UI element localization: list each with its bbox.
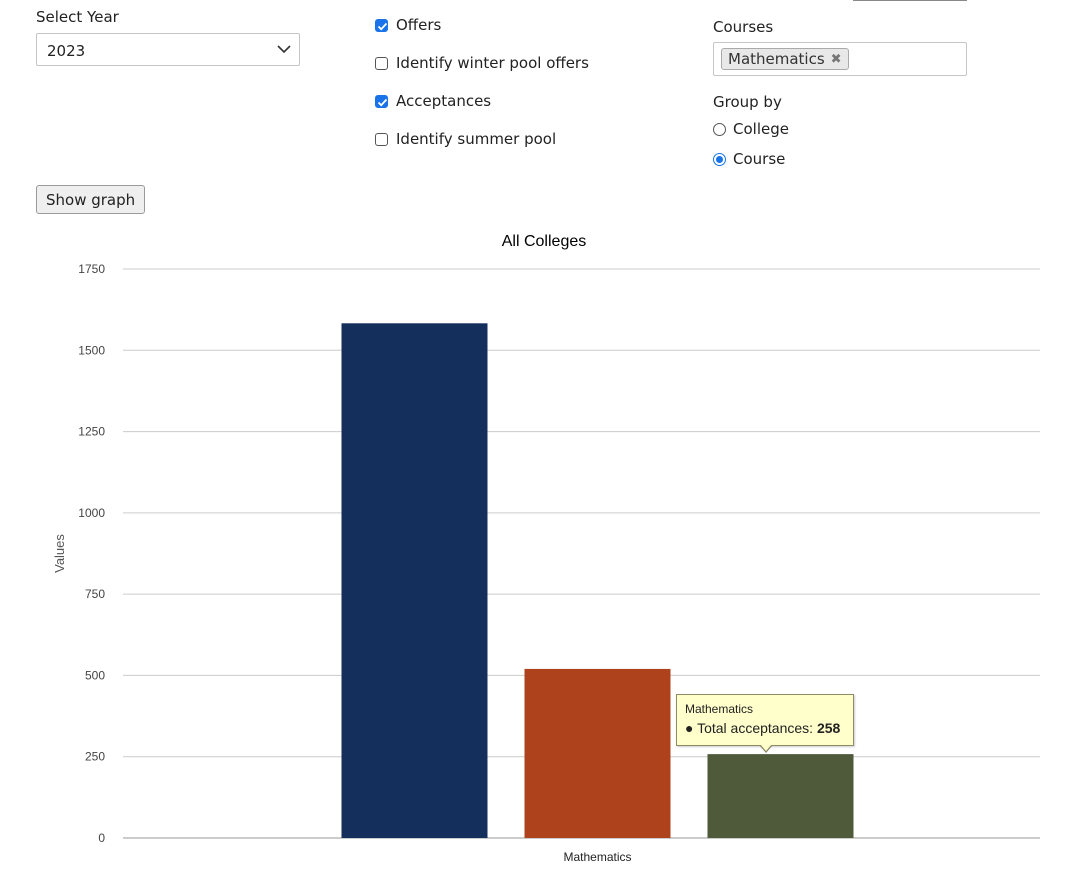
winter-pool-checkbox-label: Identify winter pool offers	[396, 54, 589, 72]
chart-tooltip: Mathematics ● Total acceptances: 258	[676, 694, 854, 753]
group-college-label: College	[733, 120, 789, 138]
group-course-radio[interactable]	[713, 152, 726, 166]
checkmark-icon	[377, 22, 388, 30]
y-tick-label: 1500	[78, 343, 105, 357]
tooltip-title: Mathematics	[685, 702, 754, 716]
acceptances-checkbox-row[interactable]: Acceptances	[375, 91, 491, 111]
acceptances-checkbox[interactable]	[375, 94, 388, 108]
offers-checkbox-row[interactable]: Offers	[375, 15, 441, 35]
courses-multiselect[interactable]: Mathematics ✖	[713, 42, 967, 76]
year-select[interactable]: 2023	[36, 33, 300, 66]
show-graph-button[interactable]: Show graph	[36, 185, 146, 214]
group-course-label: Course	[733, 150, 786, 168]
summer-pool-checkbox-row[interactable]: Identify summer pool	[375, 129, 556, 149]
offers-checkbox[interactable]	[375, 18, 388, 32]
courses-label: Courses	[713, 18, 774, 36]
divider	[853, 0, 967, 1]
y-tick-label: 0	[98, 831, 105, 845]
winter-pool-checkbox[interactable]	[375, 56, 388, 70]
chart-title: All Colleges	[502, 233, 586, 250]
summer-pool-checkbox[interactable]	[375, 132, 388, 146]
bar-chart: All Colleges 0 250 500 750 1000 1250 1500 1750 Va…	[52, 233, 1040, 864]
winter-pool-checkbox-row[interactable]: Identify winter pool offers	[375, 53, 589, 73]
group-by-label: Group by	[713, 93, 782, 111]
acceptances-checkbox-label: Acceptances	[396, 92, 492, 110]
bar-2	[524, 668, 671, 838]
course-chip: Mathematics ✖	[721, 48, 849, 70]
course-chip-label: Mathematics	[728, 50, 825, 68]
y-tick-label: 1750	[78, 262, 105, 276]
year-label: Select Year	[36, 8, 119, 26]
y-tick-label: 1250	[78, 425, 105, 439]
group-college-radio[interactable]	[713, 122, 726, 136]
bar-1	[341, 323, 488, 839]
chevron-down-icon	[277, 45, 291, 54]
y-tick-label: 750	[85, 587, 105, 601]
x-category-label: Mathematics	[563, 850, 631, 864]
y-tick-label: 500	[85, 668, 105, 682]
group-course-option[interactable]: Course	[713, 149, 785, 169]
tooltip-value: 258	[816, 720, 841, 736]
summer-pool-checkbox-label: Identify summer pool	[396, 130, 557, 148]
offers-checkbox-label: Offers	[396, 16, 442, 34]
tooltip-arrow	[759, 744, 773, 753]
tooltip-label: ● Total acceptances:	[685, 720, 814, 736]
y-axis-label: Values	[52, 534, 67, 573]
y-tick-label: 250	[85, 750, 105, 764]
group-college-option[interactable]: College	[713, 119, 789, 139]
tooltip-body: ● Total acceptances: 258	[685, 720, 845, 736]
remove-chip-icon[interactable]: ✖	[830, 51, 842, 67]
bar-3	[707, 754, 854, 838]
year-select-value: 2023	[47, 42, 86, 60]
y-tick-label: 1000	[78, 506, 105, 520]
checkmark-icon	[377, 98, 388, 106]
